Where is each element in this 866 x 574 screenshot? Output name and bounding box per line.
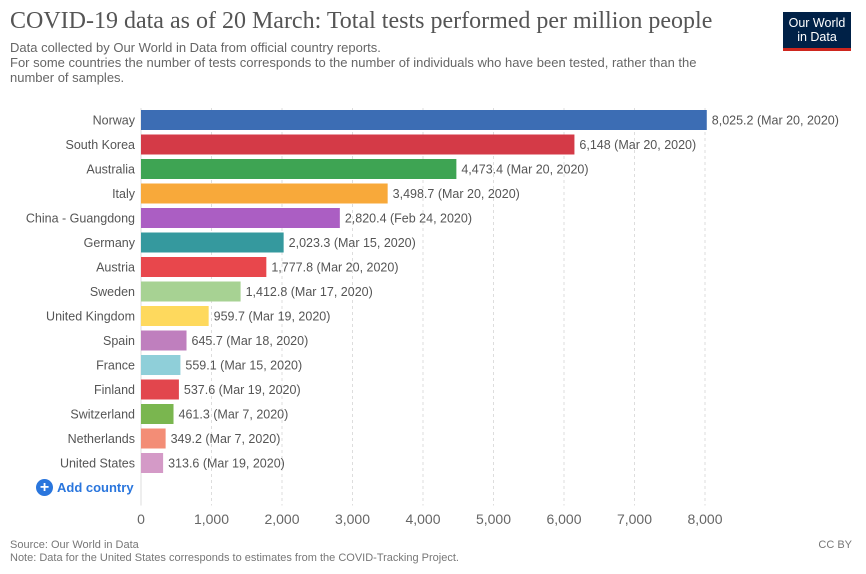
bar[interactable] xyxy=(141,134,575,155)
owid-logo[interactable]: Our World in Data xyxy=(783,12,851,51)
value-label: 461.3 (Mar 7, 2020) xyxy=(179,408,289,422)
value-label: 349.2 (Mar 7, 2020) xyxy=(171,432,281,446)
bar[interactable] xyxy=(141,281,241,302)
x-tick-label: 0 xyxy=(137,511,145,527)
bar[interactable] xyxy=(141,379,179,400)
x-tick-label: 4,000 xyxy=(405,511,440,527)
value-label: 537.6 (Mar 19, 2020) xyxy=(184,383,301,397)
x-tick-label: 3,000 xyxy=(335,511,370,527)
category-label: Italy xyxy=(112,187,136,201)
category-label: Switzerland xyxy=(70,408,135,422)
x-tick-label: 8,000 xyxy=(687,511,722,527)
x-tick-label: 1,000 xyxy=(194,511,229,527)
x-tick-label: 5,000 xyxy=(476,511,511,527)
value-label: 4,473.4 (Mar 20, 2020) xyxy=(461,163,588,177)
category-label: Spain xyxy=(103,334,135,348)
add-country-button[interactable]: + Add country xyxy=(36,478,134,496)
subtitle-line: number of samples. xyxy=(10,70,125,85)
value-label: 313.6 (Mar 19, 2020) xyxy=(168,457,285,471)
bar[interactable] xyxy=(141,428,166,449)
bar[interactable] xyxy=(141,453,164,473)
bar[interactable] xyxy=(141,159,457,179)
category-label: France xyxy=(96,359,135,373)
bar[interactable] xyxy=(141,330,187,351)
chart-footer: Source: Our World in Data Note: Data for… xyxy=(10,539,459,565)
add-country-label: Add country xyxy=(57,479,134,495)
plus-circle-icon: + xyxy=(36,478,53,496)
bar[interactable] xyxy=(141,306,209,326)
bar[interactable] xyxy=(141,183,388,204)
category-label: United Kingdom xyxy=(46,310,135,324)
category-label: South Korea xyxy=(66,138,136,152)
value-label: 1,777.8 (Mar 20, 2020) xyxy=(271,261,398,275)
logo-text-line: in Data xyxy=(797,30,837,44)
subtitle-line: Data collected by Our World in Data from… xyxy=(10,40,381,55)
value-label: 559.1 (Mar 15, 2020) xyxy=(185,359,302,373)
x-tick-label: 7,000 xyxy=(617,511,652,527)
bar[interactable] xyxy=(141,257,267,277)
chart-title: COVID-19 data as of 20 March: Total test… xyxy=(10,8,713,34)
value-label: 2,023.3 (Mar 15, 2020) xyxy=(289,236,416,250)
logo-text-line: Our World xyxy=(788,16,846,30)
chart-subtitle: Data collected by Our World in Data from… xyxy=(10,40,770,85)
category-label: United States xyxy=(60,457,135,471)
value-label: 6,148 (Mar 20, 2020) xyxy=(579,138,696,152)
category-label: Australia xyxy=(86,163,135,177)
x-tick-label: 6,000 xyxy=(546,511,581,527)
x-tick-label: 2,000 xyxy=(264,511,299,527)
bar[interactable] xyxy=(141,110,707,130)
category-label: China - Guangdong xyxy=(26,212,135,226)
category-label: Netherlands xyxy=(68,432,135,446)
bar[interactable] xyxy=(141,232,284,253)
bar[interactable] xyxy=(141,208,340,228)
value-label: 3,498.7 (Mar 20, 2020) xyxy=(393,187,520,201)
source-note[interactable]: Source: Our World in Data xyxy=(10,539,139,551)
category-label: Sweden xyxy=(90,285,135,299)
value-label: 2,820.4 (Feb 24, 2020) xyxy=(345,212,472,226)
category-label: Norway xyxy=(93,114,136,128)
category-label: Austria xyxy=(96,261,135,275)
data-note: Note: Data for the United States corresp… xyxy=(10,552,459,564)
bar[interactable] xyxy=(141,404,174,424)
value-label: 645.7 (Mar 18, 2020) xyxy=(192,334,309,348)
category-label: Germany xyxy=(84,236,136,250)
value-label: 959.7 (Mar 19, 2020) xyxy=(214,310,331,324)
bar[interactable] xyxy=(141,355,181,375)
value-label: 8,025.2 (Mar 20, 2020) xyxy=(712,114,839,128)
subtitle-line: For some countries the number of tests c… xyxy=(10,55,697,70)
license-link[interactable]: CC BY xyxy=(818,539,852,551)
value-label: 1,412.8 (Mar 17, 2020) xyxy=(246,285,373,299)
category-label: Finland xyxy=(94,383,135,397)
